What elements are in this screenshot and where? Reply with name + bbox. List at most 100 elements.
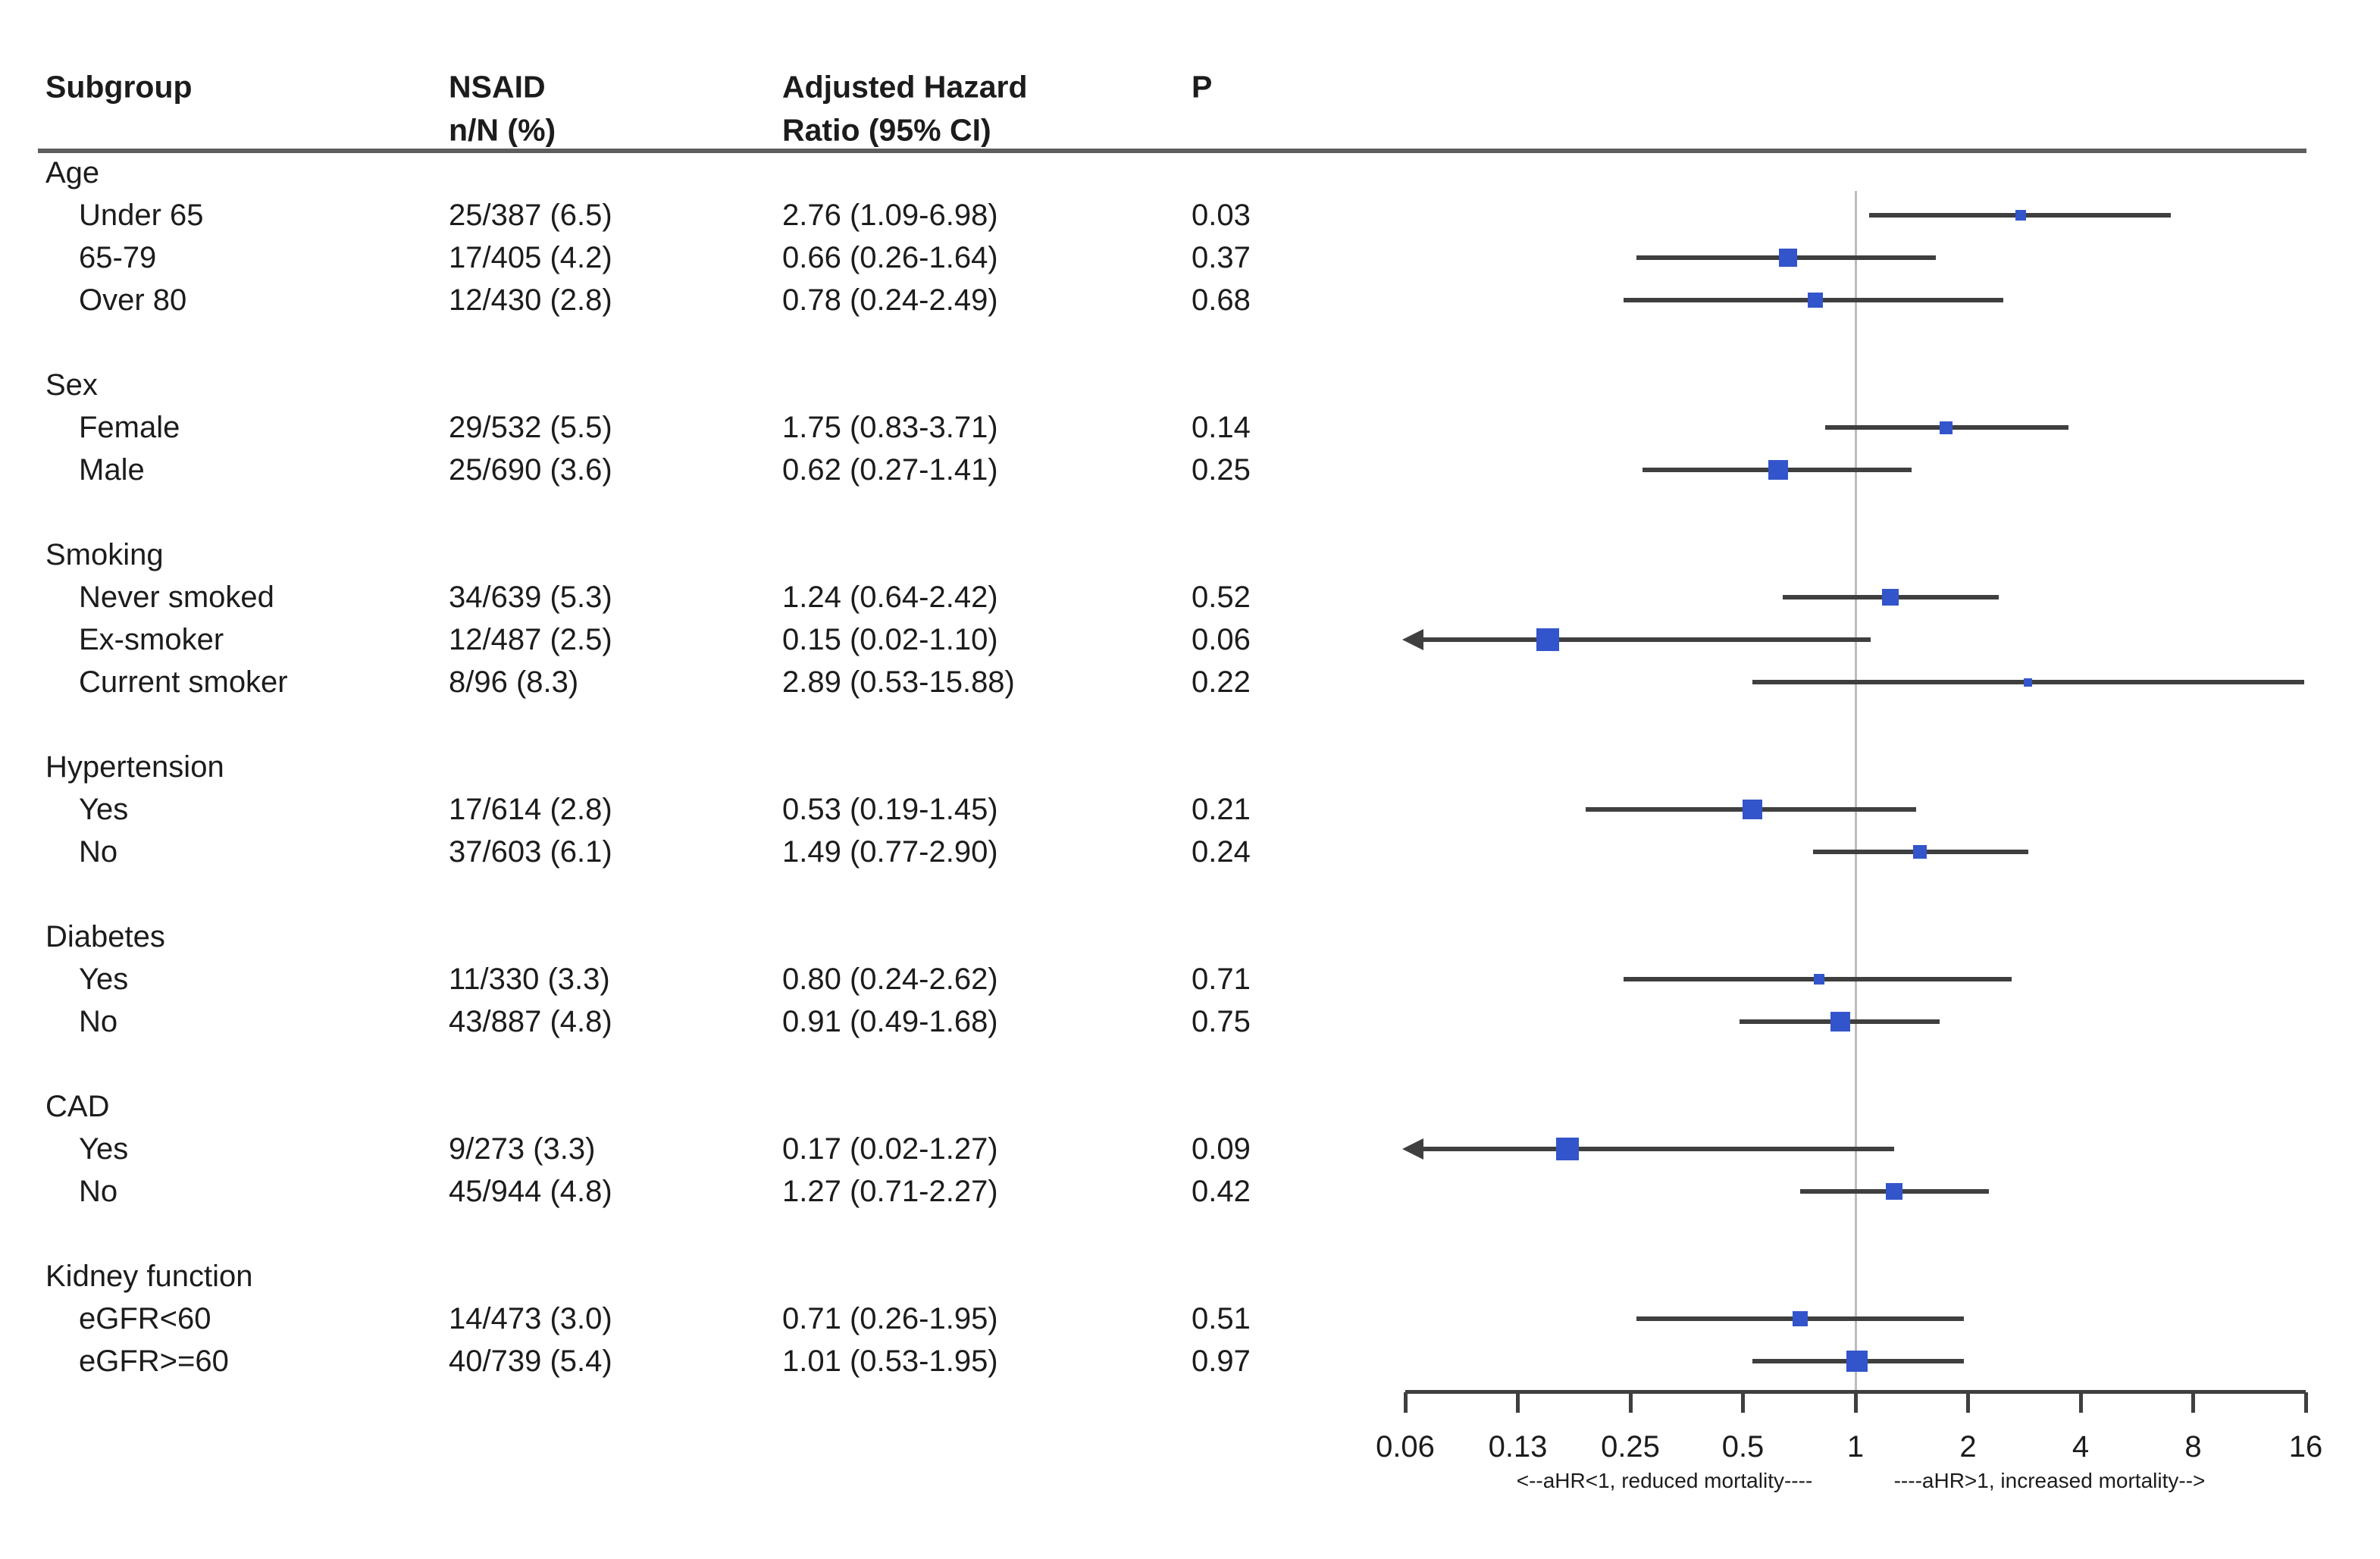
x-axis-tick-label: 4 — [2072, 1430, 2090, 1464]
row-nsaid-value: 45/944 (4.8) — [449, 1175, 612, 1208]
row-nsaid-value: 14/473 (3.0) — [449, 1302, 612, 1335]
x-axis-tick — [1628, 1392, 1633, 1413]
row-ahr-value: 2.89 (0.53-15.88) — [782, 665, 1015, 699]
group-label: Diabetes — [45, 920, 165, 953]
forest-marker — [1940, 421, 1953, 434]
column-header-nsaid-line1: NSAID — [449, 69, 546, 105]
reference-line-hr1 — [1854, 191, 1857, 1392]
x-axis-tick — [1741, 1392, 1745, 1413]
x-axis-tick — [1853, 1392, 1858, 1413]
row-label: Female — [79, 411, 180, 444]
forest-marker — [1792, 1311, 1808, 1326]
group-label: Hypertension — [45, 750, 224, 784]
x-axis-tick — [1403, 1392, 1408, 1413]
ci-clip-arrow-left-icon — [1402, 1138, 1423, 1160]
row-ahr-value: 0.66 (0.26-1.64) — [782, 241, 998, 274]
row-p-value: 0.68 — [1192, 283, 1251, 317]
row-label: Under 65 — [79, 199, 204, 232]
row-ahr-value: 1.75 (0.83-3.71) — [782, 411, 998, 444]
row-label: Yes — [79, 963, 129, 996]
x-axis-tick-label: 1 — [1846, 1430, 1865, 1464]
ci-line — [1414, 637, 1871, 642]
forest-marker — [2015, 210, 2026, 221]
x-axis-tick — [1966, 1392, 1970, 1413]
row-nsaid-value: 37/603 (6.1) — [449, 835, 612, 869]
column-header-p: P — [1192, 69, 1213, 105]
row-nsaid-value: 40/739 (5.4) — [449, 1345, 612, 1378]
row-ahr-value: 0.15 (0.02-1.10) — [782, 623, 998, 656]
row-nsaid-value: 11/330 (3.3) — [449, 963, 610, 996]
column-header-ahr-line1: Adjusted Hazard — [782, 69, 1028, 105]
x-axis-tick-label: 8 — [2184, 1430, 2202, 1464]
row-ahr-value: 0.78 (0.24-2.49) — [782, 283, 998, 317]
x-axis-tick — [1516, 1392, 1520, 1413]
row-ahr-value: 0.91 (0.49-1.68) — [782, 1005, 998, 1038]
row-p-value: 0.71 — [1192, 963, 1251, 996]
x-axis-tick-label: 0.06 — [1376, 1430, 1435, 1464]
row-p-value: 0.06 — [1192, 623, 1251, 656]
forest-marker — [1742, 800, 1762, 819]
header-rule — [38, 149, 2306, 153]
row-label: No — [79, 1005, 118, 1038]
row-nsaid-value: 43/887 (4.8) — [449, 1005, 612, 1038]
forest-marker — [1830, 1012, 1850, 1032]
x-axis-tick — [2078, 1392, 2083, 1413]
forest-marker — [1814, 974, 1825, 985]
row-nsaid-value: 17/405 (4.2) — [449, 241, 612, 274]
row-p-value: 0.14 — [1192, 411, 1251, 444]
row-label: Current smoker — [79, 665, 288, 699]
row-p-value: 0.09 — [1192, 1132, 1251, 1166]
x-axis-line — [1405, 1390, 2306, 1394]
row-nsaid-value: 12/487 (2.5) — [449, 623, 612, 656]
group-label: Kidney function — [45, 1260, 253, 1293]
row-ahr-value: 1.49 (0.77-2.90) — [782, 835, 998, 869]
row-label: eGFR>=60 — [79, 1345, 229, 1378]
row-label: Over 80 — [79, 283, 187, 317]
row-ahr-value: 1.01 (0.53-1.95) — [782, 1345, 998, 1378]
forest-marker — [1882, 589, 1899, 606]
x-axis-tick-label: 0.25 — [1601, 1430, 1660, 1464]
row-p-value: 0.97 — [1192, 1345, 1251, 1378]
forest-marker — [1556, 1138, 1580, 1160]
ci-line — [1414, 1147, 1895, 1151]
row-nsaid-value: 25/690 (3.6) — [449, 453, 612, 487]
row-label: 65-79 — [79, 241, 157, 274]
forest-marker — [1778, 249, 1797, 267]
column-header-ahr-line2: Ratio (95% CI) — [782, 112, 991, 148]
row-p-value: 0.37 — [1192, 241, 1251, 274]
row-label: No — [79, 1175, 118, 1208]
forest-marker — [2023, 678, 2032, 687]
row-p-value: 0.24 — [1192, 835, 1251, 869]
row-ahr-value: 0.17 (0.02-1.27) — [782, 1132, 998, 1166]
row-ahr-value: 0.53 (0.19-1.45) — [782, 793, 998, 826]
group-label: Age — [45, 156, 100, 189]
row-ahr-value: 1.24 (0.64-2.42) — [782, 581, 998, 614]
ci-clip-arrow-left-icon — [1402, 629, 1423, 650]
row-p-value: 0.22 — [1192, 665, 1251, 699]
forest-marker — [1768, 460, 1788, 480]
x-axis-tick — [2191, 1392, 2195, 1413]
row-p-value: 0.03 — [1192, 199, 1251, 232]
forest-marker — [1807, 293, 1823, 308]
row-ahr-value: 2.76 (1.09-6.98) — [782, 199, 998, 232]
x-axis-tick-label: 0.13 — [1488, 1430, 1548, 1464]
row-ahr-value: 0.80 (0.24-2.62) — [782, 963, 998, 996]
x-axis-tick — [2303, 1392, 2308, 1413]
forest-marker — [1846, 1351, 1868, 1372]
x-axis-tick-label: 0.5 — [1721, 1430, 1765, 1464]
row-label: eGFR<60 — [79, 1302, 211, 1335]
group-label: Sex — [45, 368, 98, 402]
row-p-value: 0.42 — [1192, 1175, 1251, 1208]
row-label: No — [79, 835, 118, 869]
row-p-value: 0.52 — [1192, 581, 1251, 614]
row-p-value: 0.21 — [1192, 793, 1251, 826]
row-nsaid-value: 12/430 (2.8) — [449, 283, 612, 317]
row-label: Ex-smoker — [79, 623, 224, 656]
forest-marker — [1913, 845, 1927, 859]
row-nsaid-value: 25/387 (6.5) — [449, 199, 612, 232]
row-ahr-value: 0.62 (0.27-1.41) — [782, 453, 998, 487]
row-ahr-value: 0.71 (0.26-1.95) — [782, 1302, 998, 1335]
row-nsaid-value: 29/532 (5.5) — [449, 411, 612, 444]
forest-marker — [1886, 1183, 1903, 1200]
